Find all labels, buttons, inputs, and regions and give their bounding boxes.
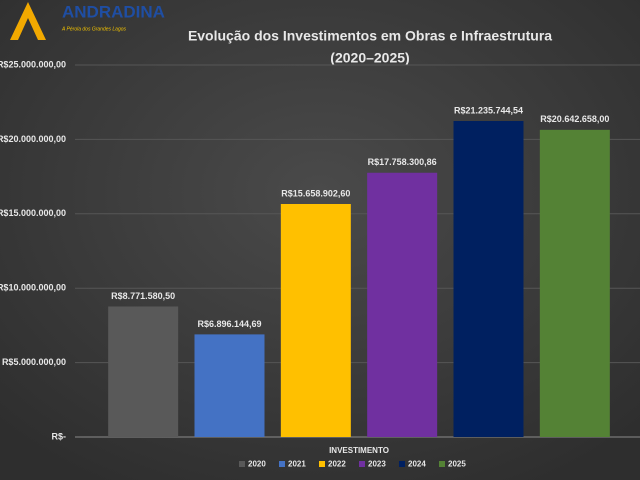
bar [108, 306, 179, 437]
legend-label: 2024 [408, 460, 426, 469]
legend-label: 2023 [368, 460, 386, 469]
logo-mark [10, 2, 46, 40]
y-tick-label: R$25.000.000,00 [0, 59, 66, 69]
value-label: R$21.235.744,54 [454, 105, 523, 115]
bar [194, 334, 265, 437]
legend-swatch [319, 461, 325, 467]
chart-title: Evolução dos Investimentos em Obras e In… [188, 28, 552, 44]
bar [453, 121, 524, 438]
logo-tagline: A Pérola dos Grandes Lagos [61, 26, 127, 32]
y-tick-label: R$10.000.000,00 [0, 283, 66, 293]
y-tick-label: R$5.000.000,00 [2, 357, 66, 367]
legend-swatch [399, 461, 405, 467]
bar [280, 203, 351, 437]
legend-label: 2021 [288, 460, 306, 469]
value-label: R$8.771.580,50 [111, 291, 175, 301]
value-label: R$15.658.902,60 [281, 188, 350, 198]
y-tick-label: R$20.000.000,00 [0, 134, 66, 144]
logo-name: ANDRADINA [62, 2, 165, 21]
legend-swatch [239, 461, 245, 467]
y-tick-label: R$15.000.000,00 [0, 208, 66, 218]
x-tick-label: INVESTIMENTO [329, 446, 389, 455]
value-label: R$17.758.300,86 [368, 157, 437, 167]
legend-label: 2025 [448, 460, 466, 469]
y-tick-label: R$- [51, 431, 66, 441]
bar [367, 172, 438, 438]
legend-label: 2020 [248, 460, 266, 469]
logo: ANDRADINA A Pérola dos Grandes Lagos [10, 2, 165, 40]
legend-swatch [439, 461, 445, 467]
bar [539, 129, 610, 437]
value-label: R$6.896.144,69 [197, 319, 261, 329]
value-label: R$20.642.658,00 [540, 114, 609, 124]
chart-subtitle: (2020–2025) [330, 50, 409, 66]
legend-swatch [359, 461, 365, 467]
legend-label: 2022 [328, 460, 346, 469]
legend-swatch [279, 461, 285, 467]
